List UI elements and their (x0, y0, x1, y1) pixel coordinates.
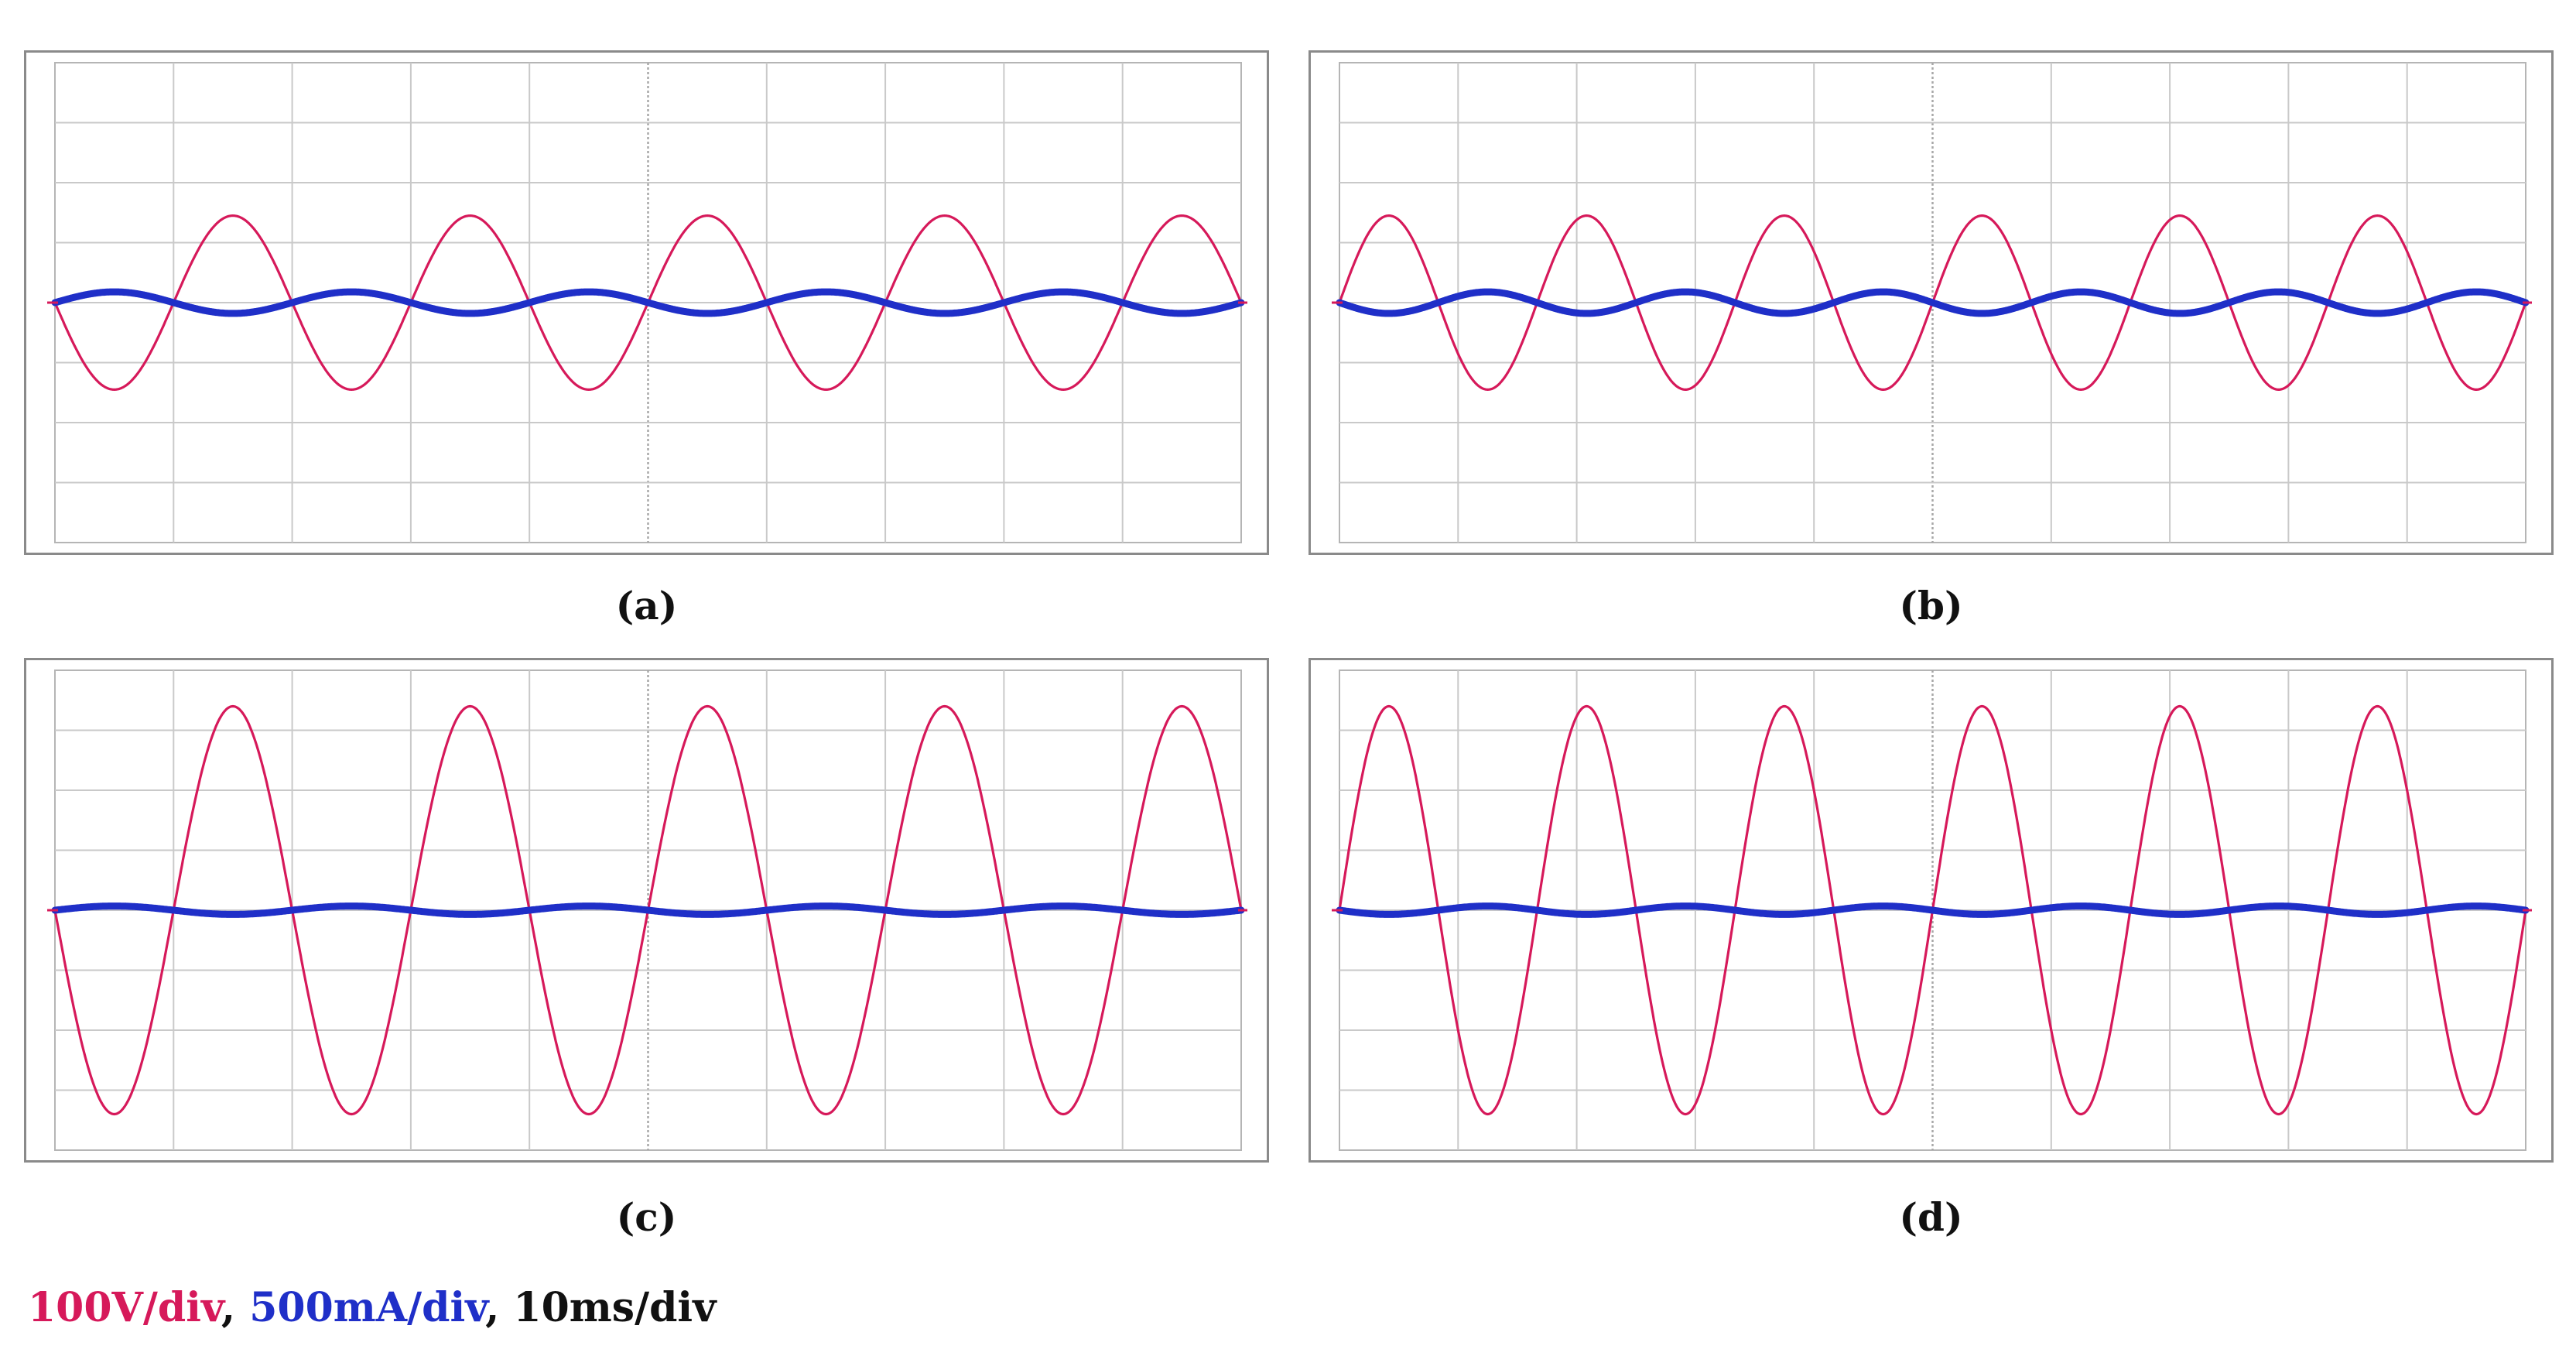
plot-b (1309, 50, 2554, 555)
current-scale-label: 500mA/div (249, 1284, 486, 1331)
current-trace (51, 902, 1245, 918)
oscilloscope-panel-c (24, 658, 1269, 1163)
voltage-scale-label: 100V/div (28, 1284, 221, 1331)
plot-c (24, 658, 1269, 1163)
current-trace (51, 288, 1245, 317)
plot-d (1309, 658, 2554, 1163)
oscilloscope-panel-b (1309, 50, 2554, 555)
caption-d: (d) (1899, 1194, 1963, 1240)
caption-c: (c) (616, 1194, 677, 1240)
scale-legend: 100V/div, 500mA/div, 10ms/div (28, 1288, 716, 1328)
oscilloscope-panel-d (1309, 658, 2554, 1163)
caption-b: (b) (1899, 583, 1963, 628)
oscilloscope-panel-a (24, 50, 1269, 555)
caption-a: (a) (615, 583, 678, 628)
current-trace (1336, 902, 2530, 918)
legend-separator: , (221, 1284, 250, 1331)
time-scale-label: 10ms/div (513, 1284, 717, 1331)
plot-a (24, 50, 1269, 555)
current-trace (1336, 288, 2530, 317)
legend-separator: , (485, 1284, 514, 1331)
